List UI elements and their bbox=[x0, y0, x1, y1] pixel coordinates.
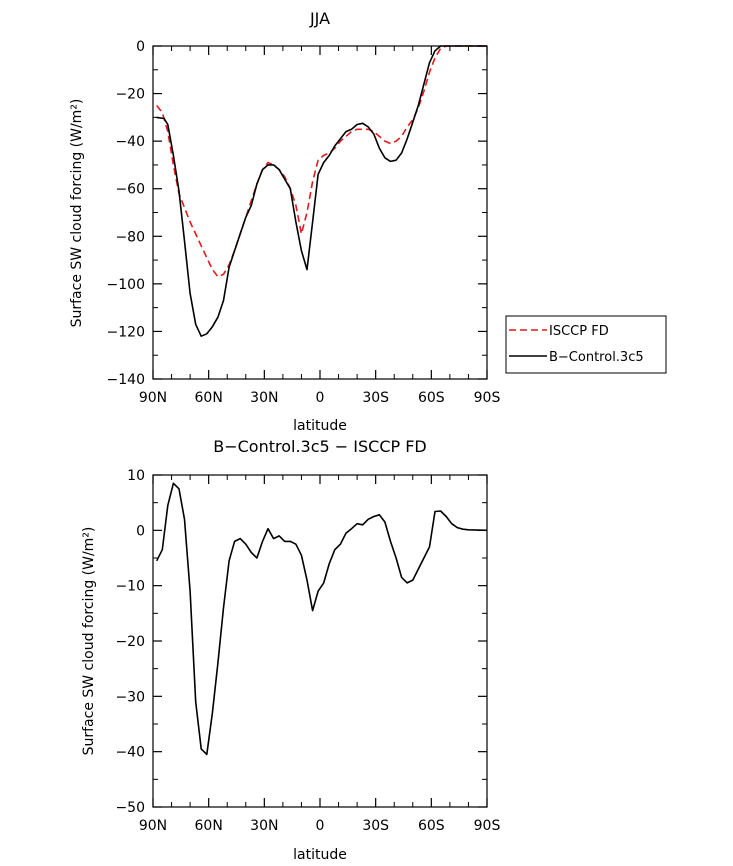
top-y-tick-label: −40 bbox=[115, 134, 145, 150]
top-x-axis-title: latitude bbox=[293, 418, 347, 434]
top-x-tick-label: 30S bbox=[362, 390, 389, 406]
bottom-panel: B−Control.3c5 − ISCCP FD 90N 60N 30N 0 30S 60… bbox=[81, 437, 500, 863]
legend-box bbox=[505, 315, 667, 374]
top-y-tick-label: −100 bbox=[107, 277, 145, 293]
bottom-y-tick-label: 10 bbox=[127, 468, 145, 484]
bottom-chart-title: B−Control.3c5 − ISCCP FD bbox=[213, 437, 427, 456]
top-panel: JJA 90N 60N 30N 0 30S 60S 90S 0 −20 −40 −60 −80 −100… bbox=[69, 9, 500, 434]
top-x-tick-label: 30N bbox=[250, 390, 278, 406]
legend-label-model: B−Control.3c5 bbox=[549, 350, 644, 365]
bottom-x-tick-label: 90N bbox=[139, 818, 167, 834]
top-plot-frame bbox=[152, 45, 488, 380]
bottom-series-line-0 bbox=[155, 482, 488, 756]
bottom-y-tick-label: −40 bbox=[115, 745, 145, 761]
top-x-tick-label: 0 bbox=[316, 390, 325, 406]
top-y-tick-label: −60 bbox=[115, 182, 145, 198]
bottom-plot-frame bbox=[152, 474, 488, 808]
legend-label-isccp: ISCCP FD bbox=[549, 324, 609, 339]
bottom-y-axis-title: Surface SW cloud forcing (W/m²) bbox=[81, 527, 97, 756]
bottom-y-tick-label: −50 bbox=[115, 800, 145, 816]
top-series-line-0 bbox=[156, 45, 487, 278]
bottom-x-tick-label: 90S bbox=[474, 818, 501, 834]
top-y-tick-label: −80 bbox=[115, 229, 145, 245]
bottom-y-tick-label: 0 bbox=[136, 523, 145, 539]
bottom-x-tick-label: 60N bbox=[195, 818, 223, 834]
bottom-y-tick-label: −20 bbox=[115, 634, 145, 650]
top-y-tick-label: −140 bbox=[107, 372, 145, 388]
top-chart-title: JJA bbox=[309, 9, 330, 28]
top-y-axis-title: Surface SW cloud forcing (W/m²) bbox=[69, 99, 85, 328]
bottom-series-layer bbox=[155, 482, 488, 756]
bottom-ticks-layer: 90N 60N 30N 0 30S 60S 90S 10 0 −10 −20 −30 −40 −50 bbox=[115, 468, 500, 834]
top-y-tick-label: −120 bbox=[107, 324, 145, 340]
bottom-y-tick-label: −30 bbox=[115, 689, 145, 705]
bottom-x-tick-label: 0 bbox=[316, 818, 325, 834]
top-x-tick-label: 90N bbox=[139, 390, 167, 406]
bottom-x-axis-title: latitude bbox=[293, 847, 347, 863]
top-series-layer bbox=[156, 45, 487, 338]
bottom-x-tick-label: 60S bbox=[418, 818, 445, 834]
bottom-x-tick-label: 30S bbox=[362, 818, 389, 834]
top-x-tick-label: 60S bbox=[418, 390, 445, 406]
top-ticks-layer: 90N 60N 30N 0 30S 60S 90S 0 −20 −40 −60 −80 −100 −120… bbox=[107, 39, 501, 406]
legend: ISCCP FD B−Control.3c5 bbox=[505, 315, 667, 374]
bottom-y-tick-label: −10 bbox=[115, 579, 145, 595]
top-y-tick-label: 0 bbox=[136, 39, 145, 55]
bottom-x-tick-label: 30N bbox=[250, 818, 278, 834]
top-x-tick-label: 90S bbox=[474, 390, 501, 406]
top-y-tick-label: −20 bbox=[115, 87, 145, 103]
top-series-line-1 bbox=[156, 45, 487, 338]
top-x-tick-label: 60N bbox=[195, 390, 223, 406]
